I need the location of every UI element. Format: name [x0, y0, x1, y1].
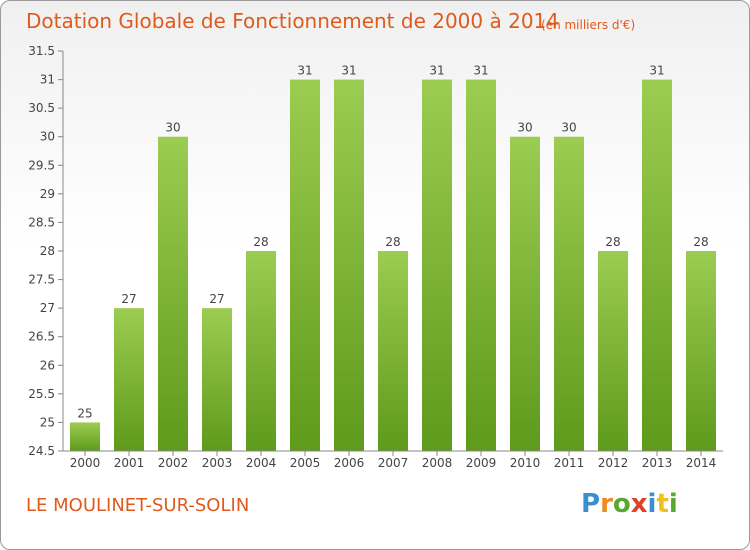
- y-tick-label: 31: [40, 73, 55, 87]
- x-tick-label: 2003: [202, 456, 233, 470]
- y-tick-label: 24.5: [28, 444, 55, 458]
- bar-value-label: 30: [517, 121, 532, 135]
- y-tick-label: 25: [40, 415, 55, 429]
- y-tick-label: 29: [40, 187, 55, 201]
- bar: [246, 251, 276, 451]
- x-tick-label: 2007: [378, 456, 409, 470]
- y-tick-label: 30: [40, 130, 55, 144]
- bar: [422, 79, 452, 452]
- bar-value-label: 31: [649, 64, 664, 78]
- bar: [334, 79, 364, 452]
- x-axis: 2000 2001 2002 2003 2004 2005 2006 2007 2008 2009…: [63, 450, 723, 470]
- y-tick-label: 29.5: [28, 158, 55, 172]
- y-axis: 24.5 25 25.5 26 26.5 27 27.5 28 28.5 29 29.5 30 30.5…: [28, 44, 64, 458]
- y-tick-label: 31.5: [28, 44, 55, 58]
- bar-value-label: 31: [341, 64, 356, 78]
- x-tick-label: 2006: [334, 456, 365, 470]
- location-name: LE MOULINET-SUR-SOLIN: [26, 495, 250, 516]
- y-tick-label: 28: [40, 244, 55, 258]
- logo-letter: x: [630, 489, 648, 519]
- x-tick-label: 2000: [70, 456, 101, 470]
- bar-value-label: 28: [385, 235, 400, 249]
- logo-letter: i: [647, 489, 657, 519]
- x-tick-label: 2004: [246, 456, 277, 470]
- bars: 25 27 30 27 28 31 31 28 31 31 30 30 28 31 28: [70, 64, 716, 452]
- bar: [290, 79, 320, 452]
- x-tick-label: 2014: [686, 456, 717, 470]
- bar: [158, 136, 188, 451]
- bar-value-label: 30: [165, 121, 180, 135]
- y-tick-label: 30.5: [28, 101, 55, 115]
- bar-value-label: 28: [605, 235, 620, 249]
- x-tick-label: 2002: [158, 456, 189, 470]
- bar-value-label: 28: [693, 235, 708, 249]
- x-tick-label: 2011: [554, 456, 585, 470]
- bar-value-label: 27: [209, 292, 224, 306]
- y-tick-label: 27.5: [28, 273, 55, 287]
- logo-letter: t: [656, 489, 669, 519]
- bar-value-label: 27: [121, 292, 136, 306]
- chart-subtitle: (en milliers d'€): [541, 18, 636, 32]
- bar: [70, 422, 100, 451]
- y-tick-label: 26: [40, 358, 55, 372]
- x-tick-label: 2012: [598, 456, 629, 470]
- x-tick-label: 2010: [510, 456, 541, 470]
- logo-letter: o: [612, 489, 631, 519]
- x-tick-label: 2001: [114, 456, 145, 470]
- bar-value-label: 31: [429, 64, 444, 78]
- bar-value-label: 31: [297, 64, 312, 78]
- bar: [642, 79, 672, 452]
- logo-letter: i: [668, 489, 678, 519]
- bar: [686, 251, 716, 451]
- logo-letter: r: [600, 489, 613, 519]
- chart-title: Dotation Globale de Fonctionnement de 20…: [26, 9, 559, 33]
- bar: [378, 251, 408, 451]
- bar: [554, 136, 584, 451]
- y-tick-label: 26.5: [28, 330, 55, 344]
- logo-letter: P: [581, 489, 601, 519]
- bar: [598, 251, 628, 451]
- bar-value-label: 31: [473, 64, 488, 78]
- bar: [466, 79, 496, 452]
- y-tick-label: 27: [40, 301, 55, 315]
- x-tick-label: 2008: [422, 456, 453, 470]
- bar: [114, 308, 144, 451]
- bar-value-label: 28: [253, 235, 268, 249]
- y-tick-label: 28.5: [28, 215, 55, 229]
- x-tick-label: 2009: [466, 456, 497, 470]
- y-tick-label: 25.5: [28, 387, 55, 401]
- x-tick-label: 2013: [642, 456, 673, 470]
- bar-value-label: 30: [561, 121, 576, 135]
- proxiti-logo: Proxiti: [581, 489, 678, 519]
- x-tick-label: 2005: [290, 456, 321, 470]
- bar: [510, 136, 540, 451]
- bar: [202, 308, 232, 451]
- bar-value-label: 25: [77, 406, 92, 420]
